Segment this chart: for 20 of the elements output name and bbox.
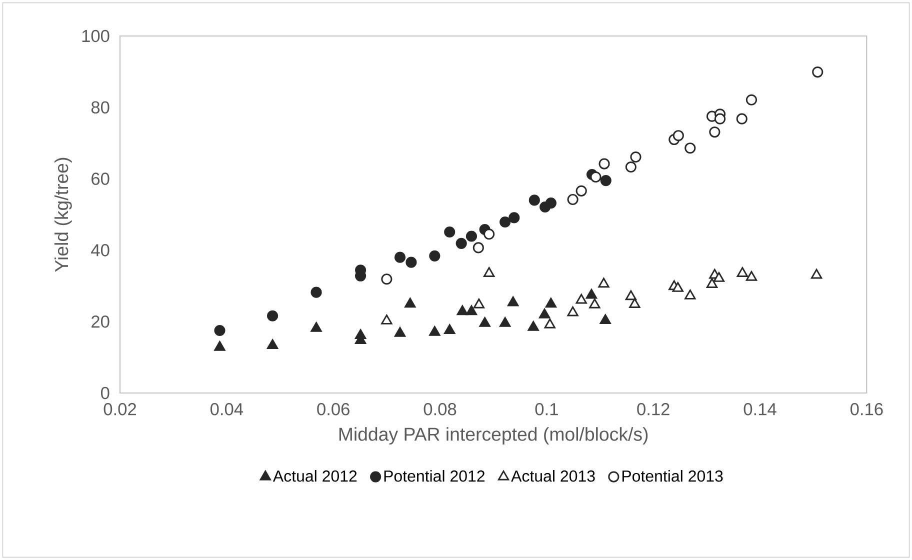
x-axis-title: Midday PAR intercepted (mol/block/s) [339, 427, 648, 445]
y-axis-title: Yield (kg/tree) [54, 158, 72, 272]
legend-label: Actual 2013 [511, 470, 595, 482]
x-tick-label: 0.1 [535, 403, 558, 416]
legend-label: Potential 2012 [384, 470, 485, 482]
x-tick-label: 0.14 [744, 403, 776, 416]
x-tick-label: 0.04 [210, 403, 244, 416]
y-tick-label: 80 [91, 101, 110, 114]
legend-label: Potential 2013 [622, 470, 723, 482]
y-tick-label: 0 [100, 386, 110, 400]
y-tick-label: 60 [92, 172, 110, 185]
x-tick-label: 0.02 [104, 403, 136, 416]
y-tick-label: 100 [82, 30, 110, 42]
x-tick-label: 0.06 [317, 403, 350, 416]
y-tick-label: 20 [92, 315, 110, 328]
x-tick-label: 0.08 [424, 403, 456, 416]
y-tick-label: 40 [91, 244, 110, 256]
x-tick-label: 0.12 [637, 403, 670, 416]
legend-label: Actual 2012 [272, 470, 357, 482]
x-tick-label: 0.16 [850, 403, 883, 416]
